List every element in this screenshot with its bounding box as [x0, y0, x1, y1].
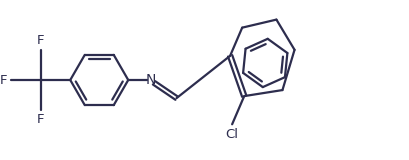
Text: Cl: Cl — [225, 128, 238, 140]
Text: F: F — [37, 34, 45, 47]
Text: F: F — [0, 73, 7, 87]
Text: F: F — [37, 113, 45, 126]
Text: N: N — [145, 73, 155, 87]
